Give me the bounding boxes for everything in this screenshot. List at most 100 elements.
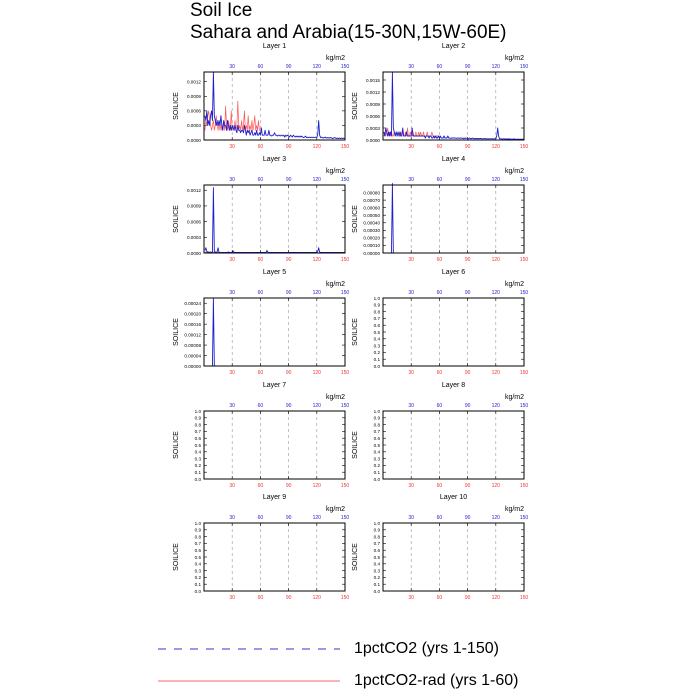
panel-5-xtick-bottom: 30: [229, 370, 235, 376]
panel-2-xtick-bottom: 60: [437, 144, 443, 150]
panel-6-ylabel: SOILICE: [352, 318, 359, 346]
panel-5-frame: [203, 297, 346, 367]
panel-4-xtick-top: 60: [437, 177, 443, 183]
legend-entry-1pctco2-rad: 1pctCO2-rad (yrs 1-60): [158, 670, 578, 694]
panel-6-ytick: 0.6: [374, 323, 381, 328]
panel-2-ytick: 0.0009: [366, 102, 380, 107]
panel-6-ytick: 0.7: [374, 316, 381, 321]
panel-8-xtick-top: 60: [437, 403, 443, 409]
panel-3-ytick: 0.0012: [187, 188, 201, 193]
panel-1-xtick-top: 60: [258, 64, 264, 70]
panel-10-ytick: 0.4: [374, 562, 381, 567]
panel-1-xtick-bottom: 60: [258, 144, 264, 150]
panel-3-xtick-top: 30: [229, 177, 235, 183]
panel-3-xtick-bottom: 150: [341, 257, 350, 263]
panel-8-ytick: 0.7: [374, 429, 381, 434]
panel-9-ytick: 0.6: [195, 548, 202, 553]
panel-5-xtick-top: 90: [286, 290, 292, 296]
panel-2-ytick: 0.0003: [366, 126, 380, 131]
panel-5-units: kg/m2: [326, 281, 345, 288]
panel-7-ytick: 0.9: [195, 416, 202, 421]
panel-7-xtick-top: 120: [313, 403, 322, 409]
panel-10-xtick-top: 120: [492, 515, 501, 521]
panel-1-xtick-top: 90: [286, 64, 292, 70]
panel-1-xtick-top: 120: [313, 64, 322, 70]
panel-5-xtick-top: 30: [229, 290, 235, 296]
panel-10-ytick: 0.7: [374, 541, 381, 546]
panel-9-xtick-bottom: 150: [341, 595, 350, 601]
panel-4-xtick-top: 90: [465, 177, 471, 183]
panel-7-xtick-bottom: 120: [313, 483, 322, 489]
panel-4-xtick-top: 150: [520, 177, 529, 183]
panel-2-xtick-top: 60: [437, 64, 443, 70]
panel-7-xtick-top: 30: [229, 403, 235, 409]
panel-9-units: kg/m2: [326, 506, 345, 513]
panel-6-xtick-top: 60: [437, 290, 443, 296]
panel-10-units: kg/m2: [505, 506, 524, 513]
panel-6-xtick-top: 120: [492, 290, 501, 296]
figure-subtitle: Sahara and Arabia(15-30N,15W-60E): [190, 22, 507, 43]
panel-8-xtick-top: 120: [492, 403, 501, 409]
panel-8-ytick: 0.5: [374, 443, 381, 448]
panel-2-xtick-bottom: 30: [408, 144, 414, 150]
panel-2-xtick-top: 150: [520, 64, 529, 70]
panel-10-xtick-bottom: 30: [408, 595, 414, 601]
panel-7-ytick: 0.8: [195, 422, 202, 427]
panel-4-xtick-bottom: 90: [465, 257, 471, 263]
panel-2-xtick-bottom: 90: [465, 144, 471, 150]
panel-2-ylabel: SOILICE: [352, 92, 359, 120]
panel-8-frame: [382, 410, 525, 480]
panel-1-ytick: 0.0012: [187, 80, 201, 85]
panel-9-ytick: 0.8: [195, 534, 202, 539]
panel-10-xtick-bottom: 60: [437, 595, 443, 601]
panel-1-xtick-bottom: 150: [341, 144, 350, 150]
panel-4-ytick: 0.00040: [363, 221, 380, 226]
panel-5-xtick-top: 150: [341, 290, 350, 296]
panel-9-ytick: 0.4: [195, 562, 202, 567]
panel-8-ytick: 0.2: [374, 463, 381, 468]
panel-7-xtick-top: 90: [286, 403, 292, 409]
panel-9-ytick: 0.2: [195, 575, 202, 580]
panel-8-xtick-bottom: 30: [408, 483, 414, 489]
panel-3-xtick-top: 60: [258, 177, 264, 183]
panel-10-ytick: 0.6: [374, 548, 381, 553]
panel-8-ytick: 0.4: [374, 450, 381, 455]
panel-5-ytick: 0.00008: [184, 343, 201, 348]
panel-4-units: kg/m2: [505, 168, 524, 175]
panel-3-ytick: 0.0006: [187, 219, 201, 224]
panel-7-ytick: 0.6: [195, 436, 202, 441]
panel-3-xtick-bottom: 60: [258, 257, 264, 263]
panel-4-ytick: 0.00060: [363, 205, 380, 210]
panel-6-ytick: 0.8: [374, 309, 381, 314]
panel-8-title: Layer 8: [442, 382, 465, 389]
panel-6-xtick-bottom: 90: [465, 370, 471, 376]
figure-title: Soil Ice: [190, 0, 253, 21]
panel-8-xtick-bottom: 90: [465, 483, 471, 489]
panel-6-xtick-bottom: 120: [492, 370, 501, 376]
panel-7-xtick-top: 60: [258, 403, 264, 409]
panel-6-xtick-top: 30: [408, 290, 414, 296]
panel-2-title: Layer 2: [442, 43, 465, 50]
panel-4-xtick-bottom: 30: [408, 257, 414, 263]
panel-6-units: kg/m2: [505, 281, 524, 288]
panel-8-xtick-top: 30: [408, 403, 414, 409]
panel-6-frame: [382, 297, 525, 367]
panel-1-xtick-bottom: 120: [313, 144, 322, 150]
panel-2-xtick-bottom: 120: [492, 144, 501, 150]
panel-6-xtick-bottom: 30: [408, 370, 414, 376]
panel-5-ytick: 0.00004: [184, 353, 201, 358]
panel-10-ytick: 0.1: [374, 582, 381, 587]
panel-10-xtick-bottom: 120: [492, 595, 501, 601]
panel-5-xtick-bottom: 60: [258, 370, 264, 376]
panel-10-xtick-bottom: 150: [520, 595, 529, 601]
panel-9-title: Layer 9: [263, 494, 286, 501]
panel-5-xtick-bottom: 90: [286, 370, 292, 376]
panel-4-frame: [382, 184, 525, 254]
panel-8-ytick: 0.1: [374, 470, 381, 475]
panel-6-ytick: 0.2: [374, 350, 381, 355]
panel-1-frame: [203, 71, 346, 141]
panel-9-xtick-top: 30: [229, 515, 235, 521]
panel-4-xtick-bottom: 60: [437, 257, 443, 263]
legend-label-1pctco2: 1pctCO2 (yrs 1-150): [354, 640, 499, 657]
panel-3-xtick-top: 150: [341, 177, 350, 183]
